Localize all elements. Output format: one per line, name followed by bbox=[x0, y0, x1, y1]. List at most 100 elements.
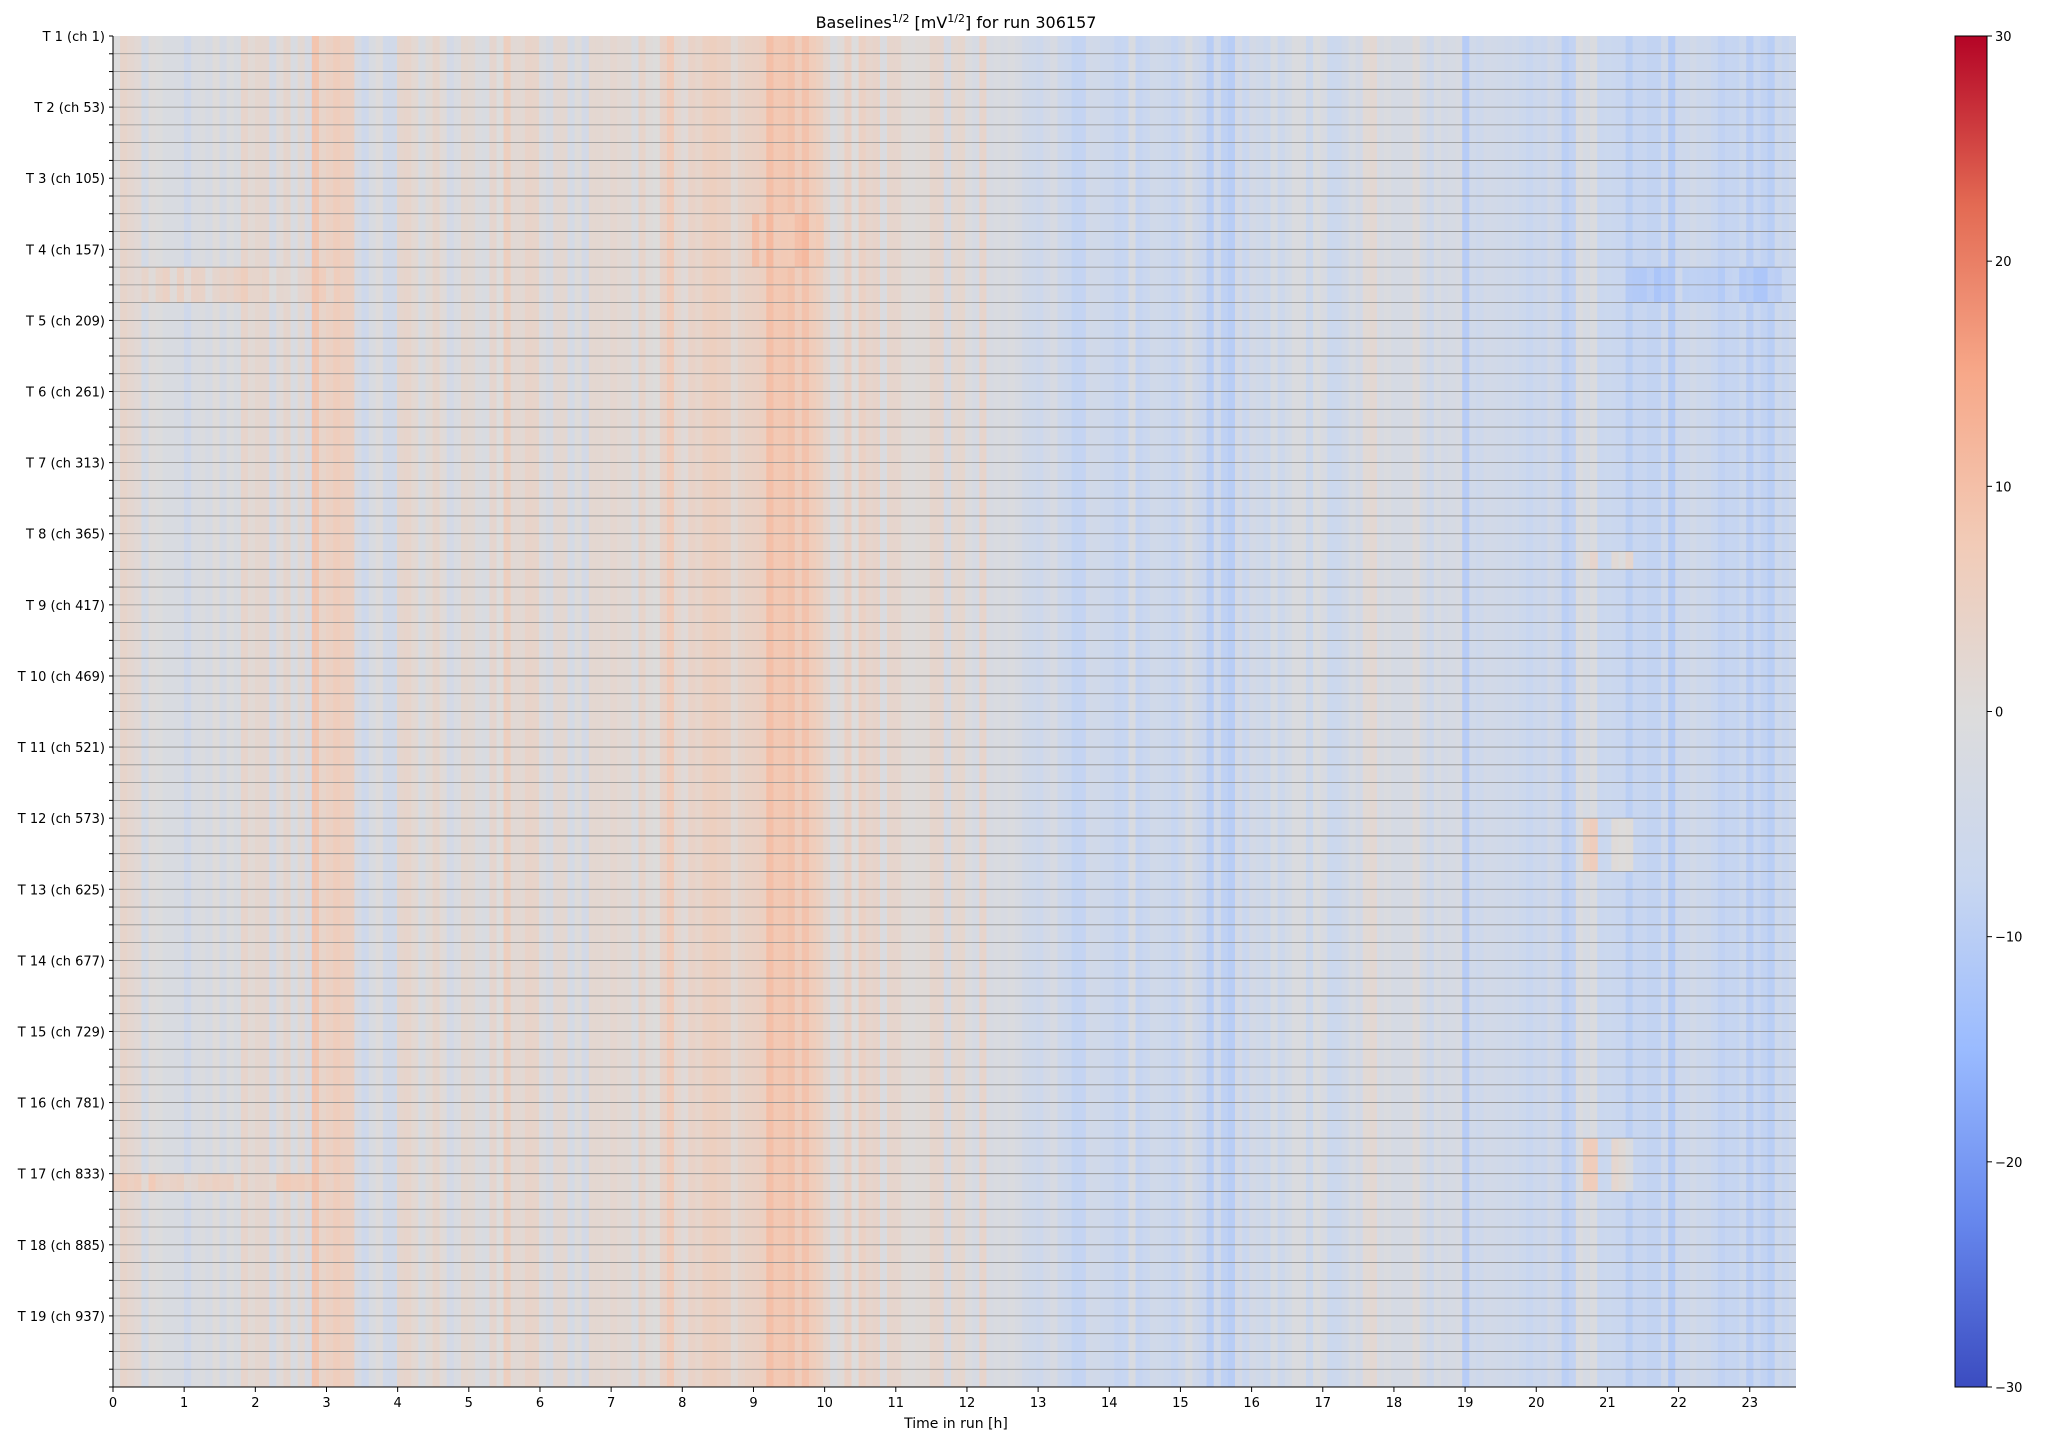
x-tick-label: 16 bbox=[1243, 1396, 1260, 1411]
heatmap-cell bbox=[808, 213, 817, 268]
y-tick-label: T 9 (ch 417) bbox=[25, 599, 105, 614]
colorbar-tick-label: 0 bbox=[1995, 706, 2003, 721]
x-tick-label: 1 bbox=[180, 1396, 188, 1411]
heatmap-cell bbox=[148, 1173, 157, 1192]
heatmap-cell bbox=[787, 213, 796, 268]
heatmap-cell bbox=[1611, 1138, 1620, 1192]
y-tick-label: T 19 (ch 937) bbox=[17, 1310, 105, 1325]
heatmap-cell bbox=[176, 1173, 185, 1192]
heatmap-cell bbox=[759, 213, 767, 268]
x-tick-label: 6 bbox=[536, 1396, 544, 1411]
x-tick-label: 19 bbox=[1457, 1396, 1474, 1411]
heatmap-cell bbox=[1582, 551, 1591, 570]
heatmap-cell bbox=[1625, 818, 1634, 872]
x-tick-label: 21 bbox=[1599, 1396, 1616, 1411]
heatmap-cell bbox=[816, 213, 824, 268]
heatmap-cell bbox=[162, 1173, 171, 1192]
heatmap-cell bbox=[226, 1173, 235, 1192]
colorbar-tick-label: 30 bbox=[1995, 30, 2012, 45]
heatmap-cell bbox=[155, 1173, 164, 1192]
heatmap-cell bbox=[1582, 818, 1591, 872]
heatmap-cell bbox=[794, 213, 803, 268]
x-tick-label: 15 bbox=[1172, 1396, 1189, 1411]
heatmap-cell bbox=[304, 1173, 313, 1192]
x-axis: 0 1 2 3 4 5 6 7 8 9 10 11 12 13 14 15 16 17 18 19 20 21 22 23 bbox=[109, 1386, 1796, 1411]
heatmap-cell bbox=[1611, 818, 1620, 872]
x-tick-label: 7 bbox=[607, 1396, 615, 1411]
heatmap-cell bbox=[752, 213, 760, 268]
heatmap-cell bbox=[240, 1173, 249, 1192]
x-tick-label: 0 bbox=[109, 1396, 117, 1411]
heatmap-cell bbox=[1618, 551, 1627, 570]
x-tick-label: 8 bbox=[678, 1396, 686, 1411]
heatmap-cell bbox=[297, 1173, 306, 1192]
colorbar-tick-label: −20 bbox=[1995, 1156, 2022, 1171]
x-tick-label: 3 bbox=[322, 1396, 330, 1411]
y-tick-label: T 2 (ch 53) bbox=[33, 101, 105, 116]
heatmap-cell bbox=[290, 1173, 299, 1192]
heatmap-cell bbox=[326, 1173, 334, 1192]
heatmap-cell bbox=[1618, 818, 1627, 872]
x-tick-label: 22 bbox=[1670, 1396, 1687, 1411]
heatmap-cell bbox=[1590, 551, 1598, 570]
y-tick-label: T 14 (ch 677) bbox=[17, 954, 105, 969]
heatmap-cell bbox=[262, 1173, 270, 1192]
y-tick-label: T 18 (ch 885) bbox=[17, 1239, 105, 1254]
heatmap-cell bbox=[219, 1173, 228, 1192]
x-axis-label: Time in run [h] bbox=[903, 1416, 1008, 1432]
y-tick-label: T 5 (ch 209) bbox=[25, 314, 105, 329]
heatmap-cell bbox=[318, 1173, 327, 1192]
y-tick-label: T 8 (ch 365) bbox=[25, 528, 105, 543]
heatmap-cell bbox=[773, 213, 782, 268]
heatmap-cell bbox=[169, 1173, 178, 1192]
heatmap-cell bbox=[766, 213, 775, 268]
x-tick-label: 20 bbox=[1528, 1396, 1545, 1411]
heatmap-cell bbox=[233, 1173, 242, 1192]
heatmap-cell bbox=[1618, 1138, 1627, 1192]
x-tick-label: 2 bbox=[251, 1396, 259, 1411]
colorbar-tick-label: −30 bbox=[1995, 1381, 2022, 1396]
colorbar-tick-label: 10 bbox=[1995, 480, 2012, 495]
colorbar-gradient bbox=[1954, 35, 1988, 1388]
x-tick-label: 9 bbox=[749, 1396, 757, 1411]
y-tick-label: T 15 (ch 729) bbox=[17, 1025, 105, 1040]
heatmap-cell bbox=[191, 1173, 199, 1192]
x-tick-label: 10 bbox=[816, 1396, 833, 1411]
heatmap-cell bbox=[1590, 1138, 1598, 1192]
heatmap-cell bbox=[247, 1173, 256, 1192]
y-tick-label: T 11 (ch 521) bbox=[17, 741, 105, 756]
heatmap-cell bbox=[801, 213, 810, 268]
y-tick-label: T 3 (ch 105) bbox=[25, 172, 105, 187]
heatmap-cell bbox=[780, 213, 789, 268]
heatmap-cell bbox=[311, 1173, 320, 1192]
chart-title: Baselines1/2 [mV1/2] for run 306157 bbox=[816, 12, 1097, 33]
heatmap-cell bbox=[205, 1173, 214, 1192]
x-tick-label: 12 bbox=[959, 1396, 976, 1411]
heatmap-cell bbox=[1625, 1138, 1634, 1192]
y-tick-label: T 16 (ch 781) bbox=[17, 1097, 105, 1112]
heatmap-cell bbox=[1611, 551, 1620, 570]
y-axis: T 1 (ch 1) T 2 (ch 53) T 3 (ch 105) T 4 (ch… bbox=[17, 30, 114, 1388]
y-tick-label: T 4 (ch 157) bbox=[25, 243, 105, 258]
x-tick-label: 4 bbox=[394, 1396, 402, 1411]
y-tick-label: T 10 (ch 469) bbox=[17, 670, 105, 685]
x-tick-label: 23 bbox=[1741, 1396, 1758, 1411]
x-tick-label: 13 bbox=[1030, 1396, 1047, 1411]
row-gridlines bbox=[113, 53, 1796, 1370]
heatmap-cell bbox=[141, 1173, 150, 1192]
y-tick-label: T 1 (ch 1) bbox=[42, 30, 105, 45]
colorbar: 30 20 10 0 −10 −20 −30 bbox=[1954, 30, 2022, 1396]
heatmap-cell bbox=[269, 1173, 277, 1192]
heatmap-cell bbox=[276, 1173, 285, 1192]
x-tick-label: 18 bbox=[1386, 1396, 1403, 1411]
heatmap-cell bbox=[283, 1173, 292, 1192]
heatmap-cell bbox=[1590, 818, 1598, 872]
y-tick-label: T 17 (ch 833) bbox=[17, 1168, 105, 1183]
y-tick-label: T 12 (ch 573) bbox=[17, 812, 105, 827]
y-tick-label: T 7 (ch 313) bbox=[25, 457, 105, 472]
x-tick-label: 17 bbox=[1314, 1396, 1331, 1411]
heatmap-cell bbox=[113, 1173, 121, 1192]
heatmap-cell bbox=[198, 1173, 206, 1192]
colorbar-tick-label: −10 bbox=[1995, 931, 2022, 946]
